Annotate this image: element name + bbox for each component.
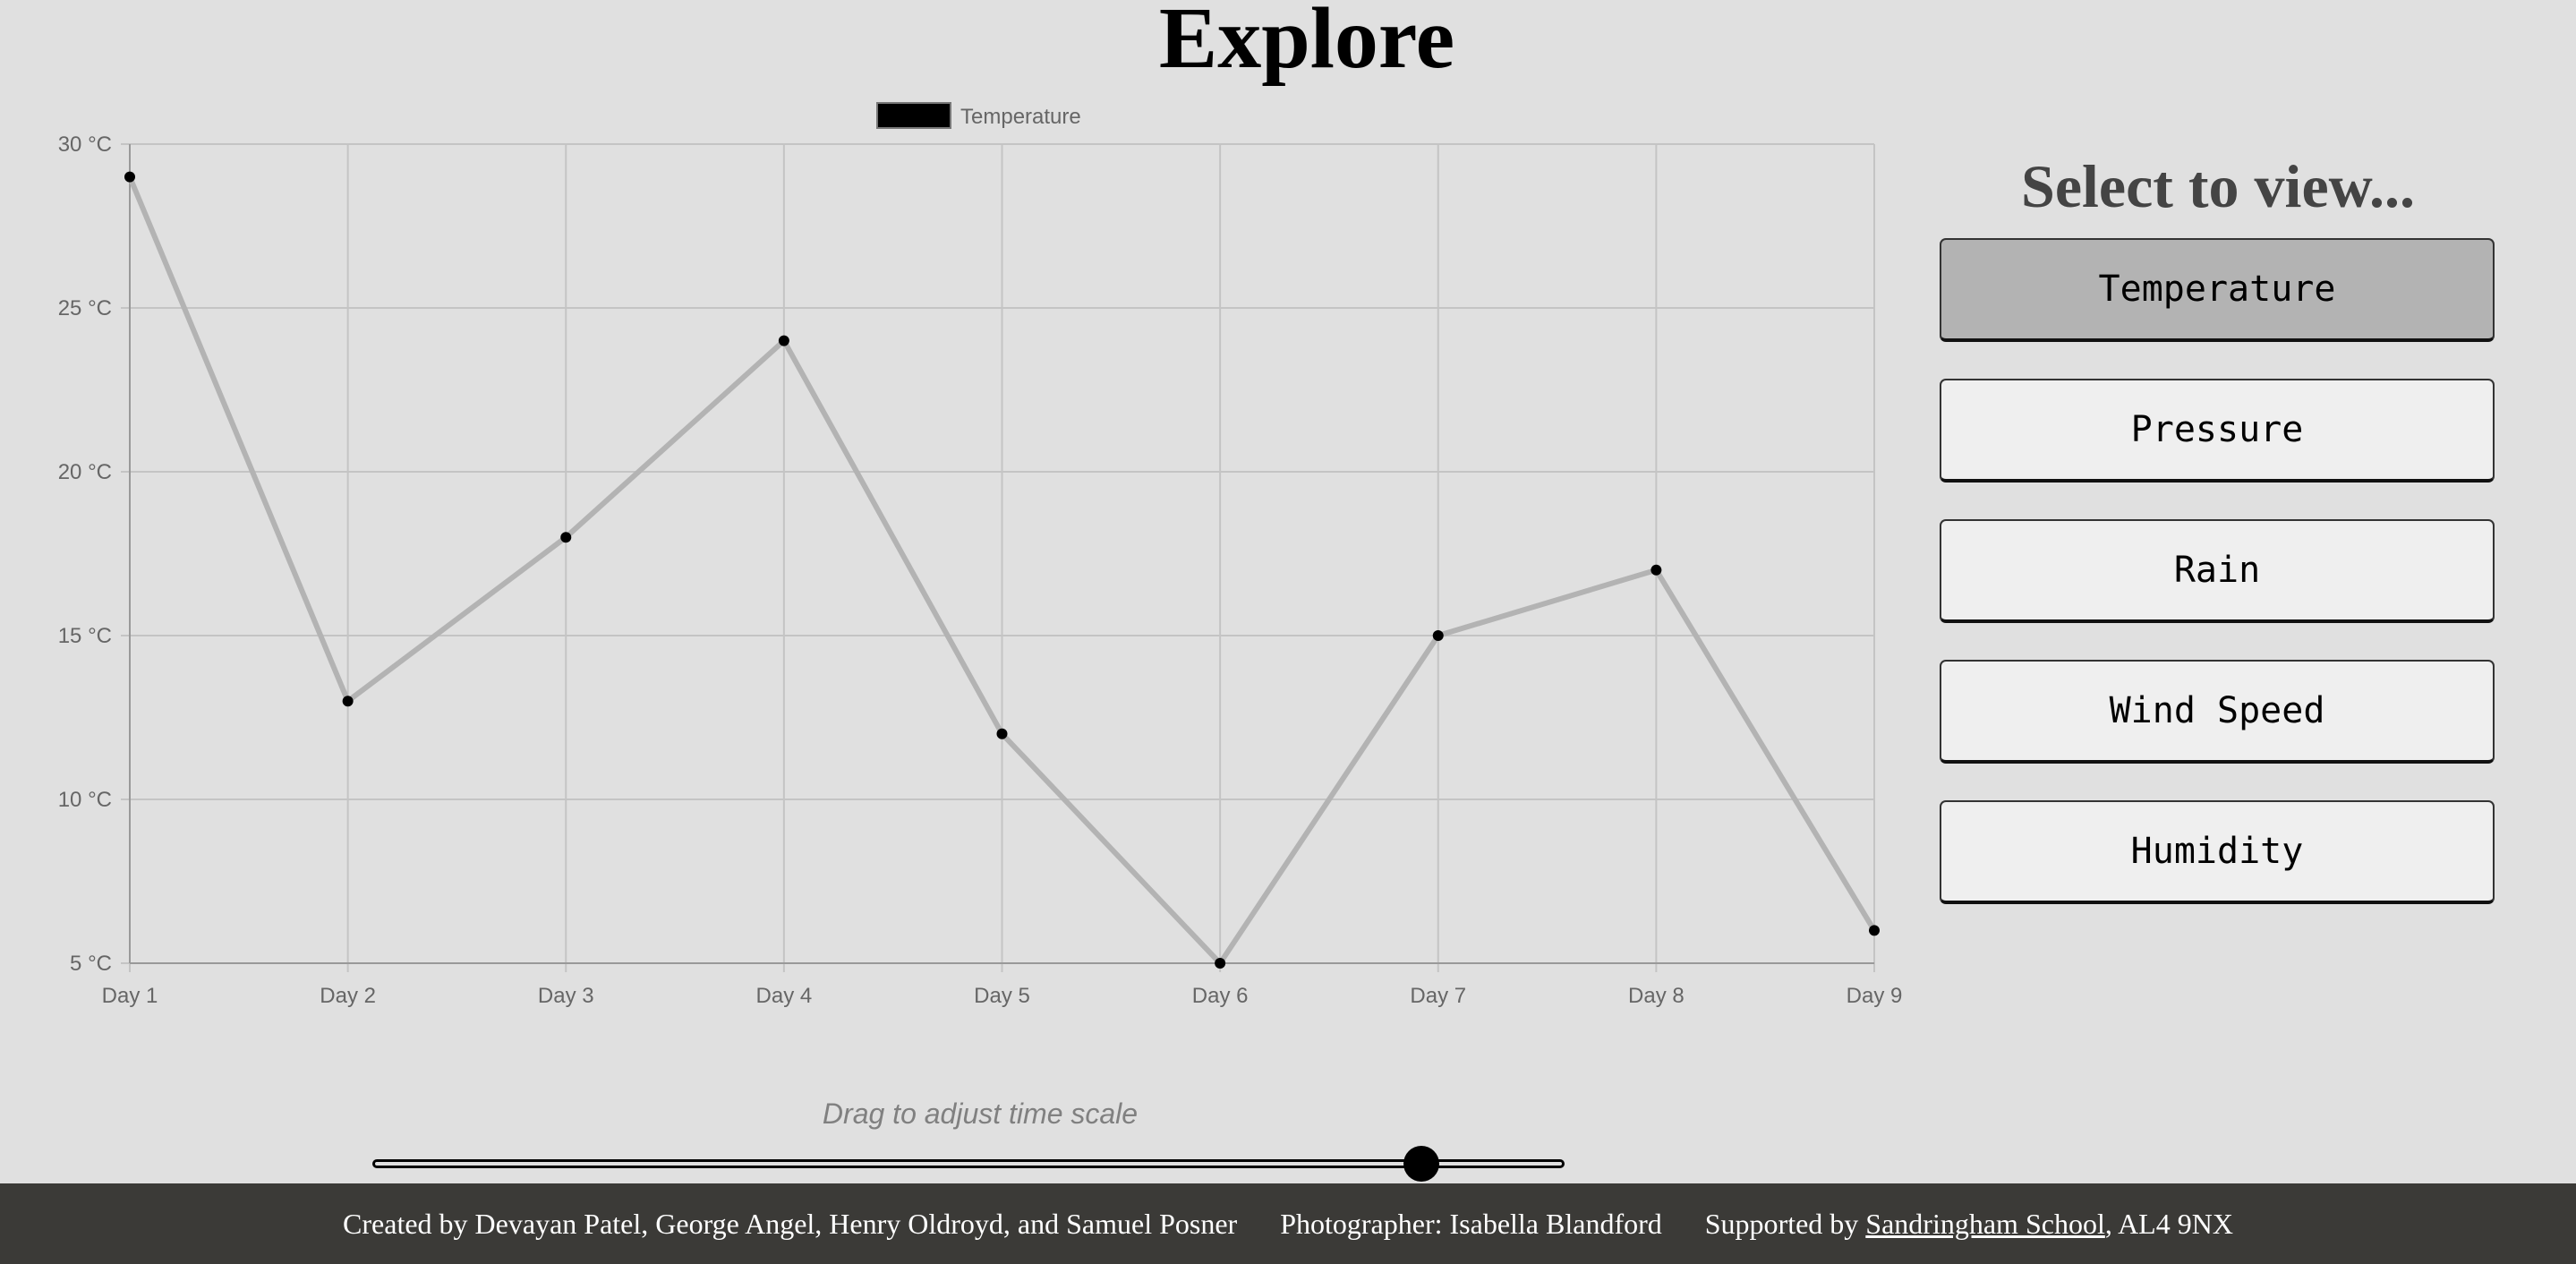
legend-swatch xyxy=(876,102,951,129)
y-tick-label: 25 °C xyxy=(58,296,112,320)
footer-postcode: , AL4 9NX xyxy=(2104,1207,2233,1240)
temperature-data-point xyxy=(778,335,789,346)
select-to-view-heading: Select to view... xyxy=(2021,152,2415,220)
metric-selector-panel: Select to view... Temperature Pressure R… xyxy=(1940,134,2496,941)
temperature-data-point xyxy=(996,728,1008,739)
wind-speed-button[interactable]: Wind Speed xyxy=(1940,660,2495,764)
temperature-button[interactable]: Temperature xyxy=(1940,238,2495,342)
temperature-data-point xyxy=(1651,564,1662,576)
temperature-data-point xyxy=(1215,958,1226,969)
temperature-data-point xyxy=(124,171,135,183)
legend-label: Temperature xyxy=(960,105,1081,129)
x-tick-label: Day 9 xyxy=(1847,984,1903,1008)
y-tick-label: 5 °C xyxy=(70,952,112,976)
temperature-data-point xyxy=(342,696,354,707)
y-tick-label: 30 °C xyxy=(58,132,112,157)
x-tick-label: Day 6 xyxy=(1192,984,1249,1008)
y-tick-label: 20 °C xyxy=(58,460,112,484)
footer: Created by Devayan Patel, George Angel, … xyxy=(0,1183,2576,1264)
footer-photographer: Photographer: Isabella Blandford xyxy=(1280,1207,1662,1240)
x-tick-label: Day 8 xyxy=(1628,984,1685,1008)
footer-supported-by: Supported by Sandringham School, AL4 9NX xyxy=(1705,1208,2233,1241)
x-tick-label: Day 4 xyxy=(756,984,813,1008)
y-tick-label: 10 °C xyxy=(58,788,112,812)
humidity-button[interactable]: Humidity xyxy=(1940,800,2495,904)
temperature-data-point xyxy=(560,532,572,543)
temperature-data-point xyxy=(1869,925,1880,936)
footer-supported-prefix: Supported by xyxy=(1704,1207,1859,1240)
x-tick-label: Day 7 xyxy=(1410,984,1466,1008)
time-scale-slider-track[interactable] xyxy=(372,1159,1565,1168)
temperature-data-point xyxy=(1432,630,1444,641)
y-tick-label: 15 °C xyxy=(58,624,112,648)
x-tick-label: Day 5 xyxy=(974,984,1030,1008)
temperature-chart: 5 °C 10 °C 15 °C 20 °C 25 °C 30 °C Day 1 Day 2 D… xyxy=(0,90,1924,1021)
pressure-button[interactable]: Pressure xyxy=(1940,379,2495,483)
page-title: Explore xyxy=(1158,0,1455,87)
slider-caption: Drag to adjust time scale xyxy=(822,1097,1139,1130)
x-tick-label: Day 3 xyxy=(538,984,594,1008)
footer-credits: Created by Devayan Patel, George Angel, … xyxy=(343,1207,1238,1240)
sandringham-school-link[interactable]: Sandringham School xyxy=(1865,1207,2105,1240)
time-scale-slider-thumb[interactable] xyxy=(1403,1146,1440,1182)
rain-button[interactable]: Rain xyxy=(1940,519,2495,623)
x-tick-label: Day 2 xyxy=(320,984,376,1008)
x-tick-label: Day 1 xyxy=(102,984,158,1008)
chart-svg: 5 °C 10 °C 15 °C 20 °C 25 °C 30 °C Day 1 Day 2 D… xyxy=(58,102,1903,1008)
